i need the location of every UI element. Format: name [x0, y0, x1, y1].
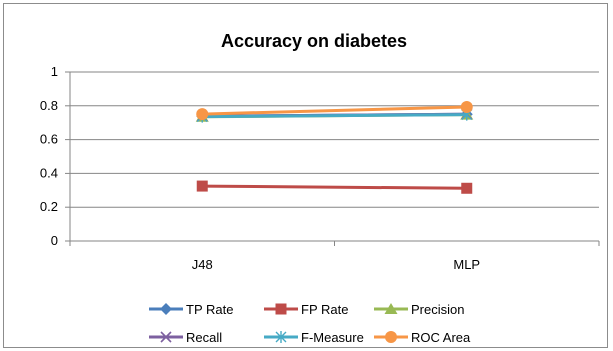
legend-item-fp-rate: FP Rate — [264, 302, 348, 317]
legend-label: F-Measure — [301, 330, 364, 345]
chart-frame: Accuracy on diabetes 0 0.2 0.4 0.6 0.8 1 J48 ML… — [3, 3, 608, 348]
data-point-roc-area — [196, 108, 209, 121]
series-lines — [195, 100, 474, 194]
legend-marker — [160, 303, 172, 315]
legend-item-precision: Precision — [374, 302, 464, 317]
legend-item-f-measure: F-Measure — [264, 330, 364, 345]
series-line-roc-area — [202, 105, 467, 116]
y-tick-label: 0.2 — [40, 199, 58, 214]
chart-title: Accuracy on diabetes — [221, 31, 407, 51]
legend-marker — [160, 331, 172, 343]
x-tick-label: MLP — [453, 257, 480, 272]
legend-marker — [385, 331, 397, 343]
data-point-fp-rate — [196, 180, 208, 192]
line-chart: Accuracy on diabetes 0 0.2 0.4 0.6 0.8 1 J48 ML… — [40, 31, 600, 345]
y-tick-label: 0.4 — [40, 165, 58, 180]
series-line-f-measure — [202, 113, 467, 119]
legend-item-roc-area: ROC Area — [374, 330, 471, 345]
y-tick-label: 0.8 — [40, 98, 58, 113]
legend-item-tp-rate: TP Rate — [149, 302, 233, 317]
legend-label: TP Rate — [186, 302, 233, 317]
x-tick-label: J48 — [192, 257, 213, 272]
y-tick-label: 0.6 — [40, 132, 58, 147]
legend-label: Precision — [411, 302, 464, 317]
legend-label: Recall — [186, 330, 222, 345]
legend: TP Rate FP Rate Precision Recall F-Measure RO… — [149, 302, 471, 345]
legend-item-recall: Recall — [149, 330, 222, 345]
gridlines — [70, 71, 599, 208]
legend-label: FP Rate — [301, 302, 348, 317]
legend-marker — [275, 303, 287, 315]
series-fp-rate — [196, 180, 473, 194]
series-roc-area — [196, 100, 473, 121]
y-tick-label: 1 — [51, 64, 58, 79]
data-point-roc-area — [460, 100, 473, 113]
series-line-fp-rate — [202, 184, 467, 190]
legend-label: ROC Area — [411, 330, 471, 345]
legend-marker — [275, 331, 287, 343]
y-tick-label: 0 — [51, 233, 58, 248]
data-point-fp-rate — [461, 182, 473, 194]
legend-marker — [384, 303, 398, 314]
axes: 0 0.2 0.4 0.6 0.8 1 J48 MLP — [40, 64, 600, 272]
